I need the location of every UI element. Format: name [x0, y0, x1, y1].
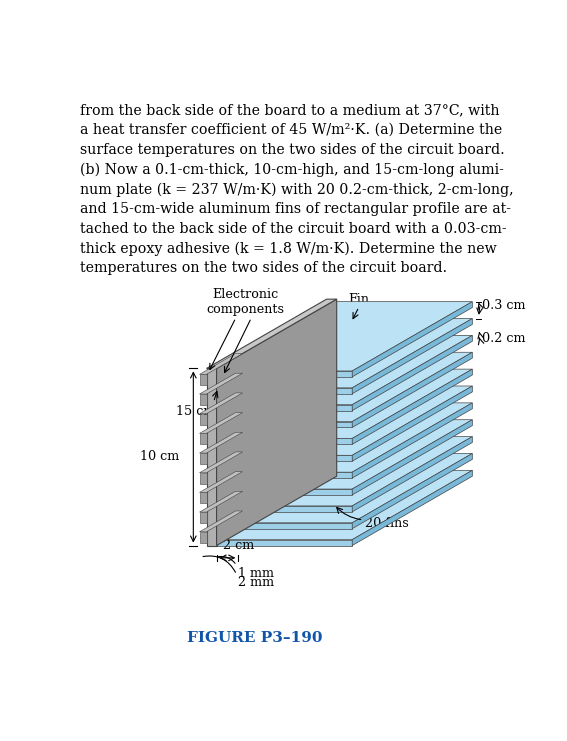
Polygon shape [200, 473, 206, 484]
Polygon shape [352, 386, 472, 461]
Polygon shape [217, 539, 352, 545]
Polygon shape [200, 394, 206, 405]
Polygon shape [217, 506, 352, 512]
Text: 10 cm: 10 cm [140, 451, 179, 463]
Polygon shape [217, 453, 472, 522]
Polygon shape [217, 369, 472, 439]
Polygon shape [217, 422, 352, 428]
Polygon shape [217, 471, 472, 539]
Polygon shape [200, 452, 243, 473]
Polygon shape [200, 413, 206, 425]
Polygon shape [200, 512, 206, 523]
Polygon shape [217, 371, 352, 377]
Polygon shape [352, 453, 472, 528]
Polygon shape [200, 453, 206, 464]
Polygon shape [217, 439, 352, 445]
Text: Fin: Fin [349, 293, 370, 306]
Polygon shape [217, 352, 472, 422]
Polygon shape [352, 352, 472, 428]
Polygon shape [217, 386, 472, 455]
Polygon shape [200, 432, 243, 453]
Text: 20 fins: 20 fins [365, 517, 409, 531]
Polygon shape [217, 319, 472, 388]
Polygon shape [217, 403, 472, 472]
Polygon shape [352, 302, 472, 377]
Polygon shape [217, 419, 472, 489]
Polygon shape [200, 373, 243, 394]
Text: 0.2 cm: 0.2 cm [481, 331, 525, 345]
Text: 15 cm: 15 cm [176, 405, 215, 419]
Polygon shape [200, 413, 243, 433]
Text: Electronic
components: Electronic components [206, 288, 284, 316]
Polygon shape [200, 353, 243, 374]
Polygon shape [352, 369, 472, 445]
Polygon shape [352, 403, 472, 478]
Polygon shape [352, 436, 472, 512]
Polygon shape [200, 433, 206, 444]
Polygon shape [217, 336, 472, 405]
Polygon shape [200, 491, 243, 512]
Polygon shape [200, 511, 243, 532]
Text: 0.3 cm: 0.3 cm [481, 299, 525, 312]
Polygon shape [217, 302, 472, 371]
Polygon shape [352, 336, 472, 411]
Polygon shape [200, 493, 206, 503]
Polygon shape [217, 522, 352, 528]
Polygon shape [217, 472, 352, 478]
Polygon shape [200, 471, 243, 493]
Polygon shape [200, 393, 243, 413]
Polygon shape [217, 489, 352, 495]
Polygon shape [206, 368, 217, 545]
Polygon shape [217, 405, 352, 411]
Polygon shape [217, 455, 352, 461]
Text: 2 mm: 2 mm [238, 576, 274, 589]
Polygon shape [217, 388, 352, 393]
Text: from the back side of the board to a medium at 37°C, with
a heat transfer coeffi: from the back side of the board to a med… [80, 104, 514, 276]
Text: FIGURE P3–190: FIGURE P3–190 [187, 631, 323, 645]
Text: 1 mm: 1 mm [238, 567, 274, 580]
Polygon shape [352, 419, 472, 495]
Polygon shape [206, 299, 337, 368]
Polygon shape [217, 299, 337, 545]
Text: 2 cm: 2 cm [223, 539, 254, 552]
Polygon shape [352, 319, 472, 393]
Polygon shape [217, 436, 472, 506]
Polygon shape [200, 374, 206, 385]
Polygon shape [352, 471, 472, 545]
Polygon shape [200, 532, 206, 542]
